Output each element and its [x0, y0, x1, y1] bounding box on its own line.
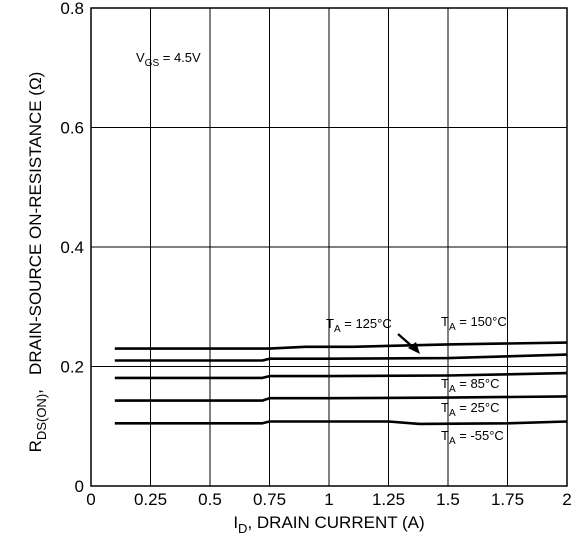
x-tick-label: 1 — [324, 490, 333, 509]
x-tick-label: 0 — [86, 490, 95, 509]
y-tick-label: 0.8 — [60, 0, 84, 18]
series-label-125c: TA = 125°C — [326, 316, 392, 335]
y-tick-label: 0.2 — [60, 358, 84, 377]
series-label-25c: TA = 25°C — [441, 400, 500, 419]
series-line-3 — [114, 395, 568, 402]
series-line-1 — [114, 353, 568, 362]
series-lines — [114, 341, 568, 426]
x-tick-label: 0.5 — [198, 490, 222, 509]
series-line-0 — [114, 341, 568, 350]
plot-frame — [90, 7, 568, 487]
x-tick-label: 0.25 — [134, 490, 167, 509]
x-tick-label: 0.75 — [253, 490, 286, 509]
y-tick-label: 0 — [75, 477, 84, 496]
series-line-2 — [114, 371, 568, 380]
x-tick-label: 1.25 — [372, 490, 405, 509]
grid — [91, 8, 567, 486]
series-label-minus55c: TA = -55°C — [441, 428, 504, 447]
y-tick-label: 0.6 — [60, 119, 84, 138]
x-axis-title: ID, DRAIN CURRENT (A) — [233, 513, 424, 536]
y-axis-title: RDS(ON), DRAIN-SOURCE ON-RESISTANCE (Ω) — [26, 72, 49, 453]
y-tick-label: 0.4 — [60, 238, 84, 257]
condition-label: VGS = 4.5V — [136, 50, 201, 69]
x-tick-label: 2 — [562, 490, 571, 509]
series-line-4 — [114, 420, 568, 426]
x-tick-label: 1.5 — [436, 490, 460, 509]
tick-labels: 0 0.25 0.5 0.75 1 1.25 1.5 1.75 2 0 0.2 0.4 0.6 0.8 — [60, 0, 571, 509]
series-label-150c: TA = 150°C — [441, 314, 507, 333]
series-label-85c: TA = 85°C — [441, 376, 500, 395]
x-tick-label: 1.75 — [491, 490, 524, 509]
arrow-icon — [397, 333, 420, 354]
